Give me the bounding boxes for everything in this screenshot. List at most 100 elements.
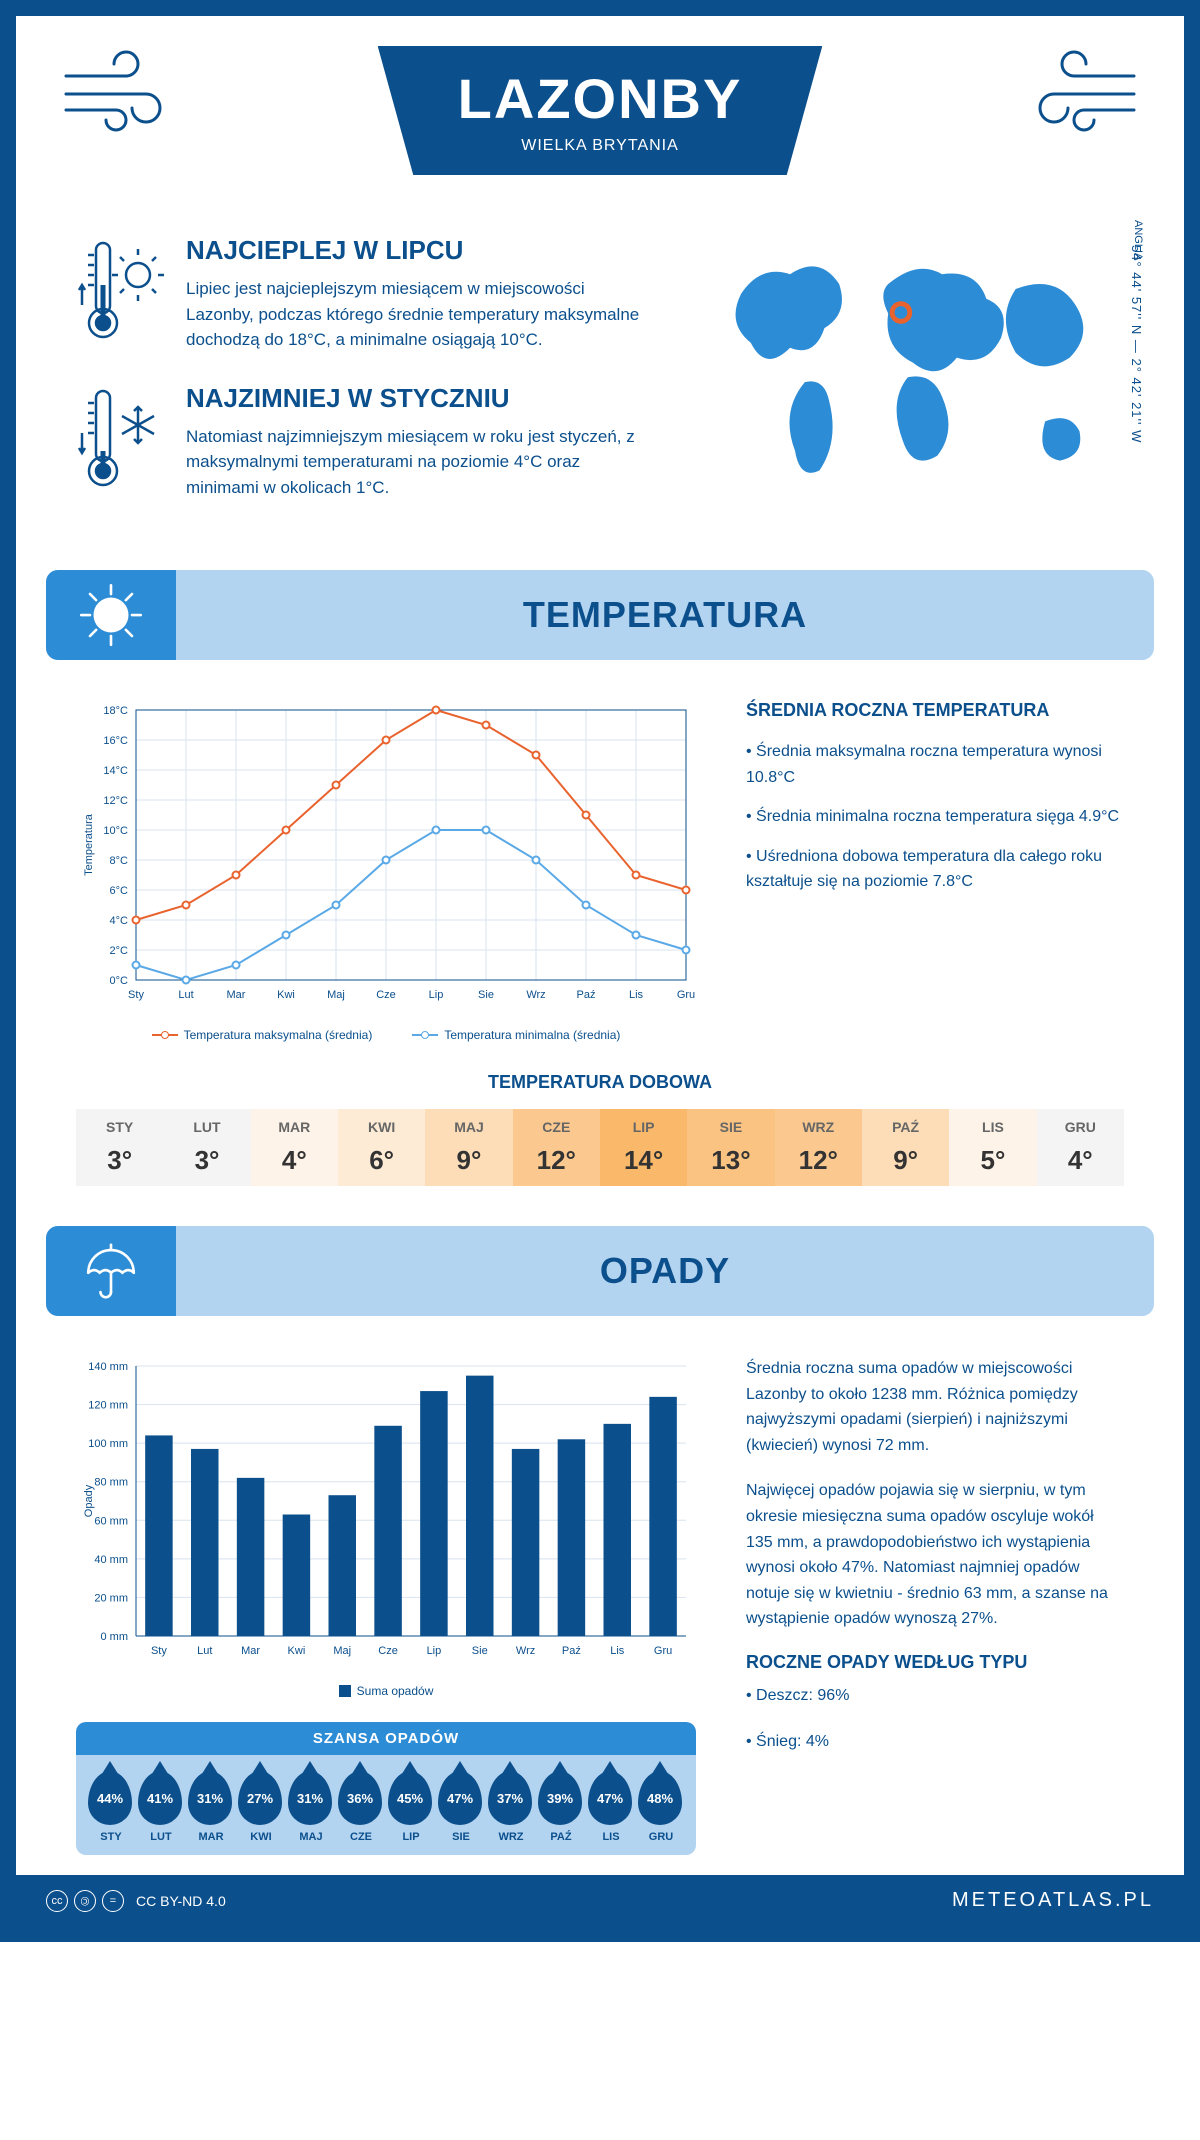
- drop-icon: 47%: [438, 1771, 482, 1825]
- header: LAZONBY WIELKA BRYTANIA: [16, 16, 1184, 215]
- svg-text:Sty: Sty: [128, 989, 144, 1001]
- chance-drop: 31%MAJ: [288, 1771, 334, 1843]
- chance-drop: 44% STY: [88, 1771, 134, 1843]
- coldest-paragraph: Natomiast najzimniejszym miesiącem w rok…: [186, 424, 652, 501]
- coldest-text: NAJZIMNIEJ W STYCZNIU Natomiast najzimni…: [186, 383, 652, 501]
- chance-drop: 37%WRZ: [488, 1771, 534, 1843]
- svg-text:Temperatura: Temperatura: [83, 813, 95, 876]
- svg-text:Lut: Lut: [197, 1645, 212, 1657]
- svg-text:Lip: Lip: [429, 989, 444, 1001]
- drop-month: LUT: [138, 1831, 184, 1843]
- coldest-heading: NAJZIMNIEJ W STYCZNIU: [186, 383, 652, 414]
- svg-text:8°C: 8°C: [110, 855, 129, 867]
- daily-value: 4°: [1041, 1145, 1120, 1176]
- drop-month: LIS: [588, 1831, 634, 1843]
- daily-cell: KWI6°: [338, 1109, 425, 1186]
- temp-bullet: • Średnia maksymalna roczna temperatura …: [746, 739, 1124, 790]
- svg-text:Lis: Lis: [629, 989, 644, 1001]
- daily-cell: GRU4°: [1037, 1109, 1124, 1186]
- svg-text:80 mm: 80 mm: [94, 1477, 128, 1489]
- daily-month: LIS: [953, 1119, 1032, 1135]
- drop-month: GRU: [638, 1831, 684, 1843]
- chance-drop: 47%SIE: [438, 1771, 484, 1843]
- daily-cell: LIS 5°: [949, 1109, 1036, 1186]
- precipitation-text: Średnia roczna suma opadów w miejscowośc…: [746, 1356, 1124, 1855]
- temp-bullet: • Uśredniona dobowa temperatura dla całe…: [746, 844, 1124, 895]
- precip-type-bullet: • Deszcz: 96%: [746, 1683, 1124, 1709]
- warmest-block: NAJCIEPLEJ W LIPCU Lipiec jest najcieple…: [76, 235, 652, 353]
- license-text: CC BY-ND 4.0: [136, 1893, 226, 1909]
- daily-month: MAJ: [429, 1119, 508, 1135]
- chance-drop: 41%LUT: [138, 1771, 184, 1843]
- legend-min: Temperatura minimalna (średnia): [412, 1028, 620, 1042]
- chance-drop: 27%KWI: [238, 1771, 284, 1843]
- daily-cell: CZE12°: [513, 1109, 600, 1186]
- daily-value: 9°: [866, 1145, 945, 1176]
- svg-text:Wrz: Wrz: [526, 989, 545, 1001]
- drop-month: STY: [88, 1831, 134, 1843]
- daily-cell: SIE13°: [687, 1109, 774, 1186]
- svg-text:0°C: 0°C: [110, 975, 129, 987]
- footer: cc 🄯 = CC BY-ND 4.0 METEOATLAS.PL: [16, 1875, 1184, 1926]
- drop-icon: 31%: [288, 1771, 332, 1825]
- daily-value: 14°: [604, 1145, 683, 1176]
- drop-icon: 44%: [88, 1771, 132, 1825]
- infographic-page: LAZONBY WIELKA BRYTANIA: [0, 0, 1200, 1942]
- svg-text:100 mm: 100 mm: [88, 1438, 128, 1450]
- svg-text:Sty: Sty: [151, 1645, 167, 1657]
- svg-text:20 mm: 20 mm: [94, 1592, 128, 1604]
- precip-type-heading: ROCZNE OPADY WEDŁUG TYPU: [746, 1652, 1124, 1673]
- svg-text:Cze: Cze: [378, 1645, 398, 1657]
- country-name: WIELKA BRYTANIA: [458, 137, 743, 155]
- drop-icon: 27%: [238, 1771, 282, 1825]
- coldest-block: NAJZIMNIEJ W STYCZNIU Natomiast najzimni…: [76, 383, 652, 501]
- intro-section: NAJCIEPLEJ W LIPCU Lipiec jest najcieple…: [16, 215, 1184, 570]
- drop-month: CZE: [338, 1831, 384, 1843]
- svg-text:Cze: Cze: [376, 989, 396, 1001]
- svg-text:Paź: Paź: [577, 989, 596, 1001]
- daily-month: LUT: [167, 1119, 246, 1135]
- sun-icon: [46, 570, 176, 660]
- daily-cell: MAJ9°: [425, 1109, 512, 1186]
- temperature-title: TEMPERATURA: [176, 594, 1154, 636]
- svg-text:12°C: 12°C: [103, 795, 128, 807]
- precipitation-section-header: OPADY: [46, 1226, 1154, 1316]
- intro-text-column: NAJCIEPLEJ W LIPCU Lipiec jest najcieple…: [76, 235, 652, 530]
- daily-cell: PAŹ 9°: [862, 1109, 949, 1186]
- daily-month: STY: [80, 1119, 159, 1135]
- wind-icon: [56, 46, 186, 136]
- chance-heading: SZANSA OPADÓW: [76, 1722, 696, 1755]
- svg-text:Sie: Sie: [472, 1645, 488, 1657]
- daily-month: PAŹ: [866, 1119, 945, 1135]
- chance-drop: 48%GRU: [638, 1771, 684, 1843]
- daily-value: 5°: [953, 1145, 1032, 1176]
- svg-text:140 mm: 140 mm: [88, 1361, 128, 1373]
- chance-drop: 39%PAŹ: [538, 1771, 584, 1843]
- drop-month: LIP: [388, 1831, 434, 1843]
- world-map-icon: [692, 235, 1124, 510]
- chance-drop: 36%CZE: [338, 1771, 384, 1843]
- svg-text:16°C: 16°C: [103, 735, 128, 747]
- svg-text:Mar: Mar: [227, 989, 246, 1001]
- title-banner: LAZONBY WIELKA BRYTANIA: [378, 46, 823, 175]
- daily-temp-table: STY3°LUT3°MAR4°KWI6°MAJ9°CZE12°LIP14°SIE…: [76, 1109, 1124, 1186]
- svg-text:2°C: 2°C: [110, 945, 129, 957]
- svg-text:18°C: 18°C: [103, 705, 128, 717]
- precip-legend: Suma opadów: [76, 1684, 696, 1698]
- drop-icon: 47%: [588, 1771, 632, 1825]
- drop-icon: 39%: [538, 1771, 582, 1825]
- precip-chance-panel: SZANSA OPADÓW 44% STY 41%LUT 31% MAR 27%KWI31…: [76, 1722, 696, 1855]
- drop-month: MAR: [188, 1831, 234, 1843]
- warmest-paragraph: Lipiec jest najcieplejszym miesiącem w m…: [186, 276, 652, 353]
- daily-value: 3°: [80, 1145, 159, 1176]
- temperature-line-chart: 0°C2°C4°C6°C8°C10°C12°C14°C16°C18°CStyLu…: [76, 700, 696, 1020]
- svg-text:4°C: 4°C: [110, 915, 129, 927]
- precip-paragraph: Najwięcej opadów pojawia się w sierpniu,…: [746, 1478, 1124, 1632]
- city-name: LAZONBY: [458, 66, 743, 131]
- temperature-content: 0°C2°C4°C6°C8°C10°C12°C14°C16°C18°CStyLu…: [16, 660, 1184, 1062]
- daily-month: WRZ: [779, 1119, 858, 1135]
- daily-temperature: TEMPERATURA DOBOWA STY3°LUT3°MAR4°KWI6°M…: [16, 1062, 1184, 1226]
- legend-precip: Suma opadów: [339, 1684, 434, 1698]
- drop-icon: 45%: [388, 1771, 432, 1825]
- cc-icons: cc 🄯 =: [46, 1890, 124, 1912]
